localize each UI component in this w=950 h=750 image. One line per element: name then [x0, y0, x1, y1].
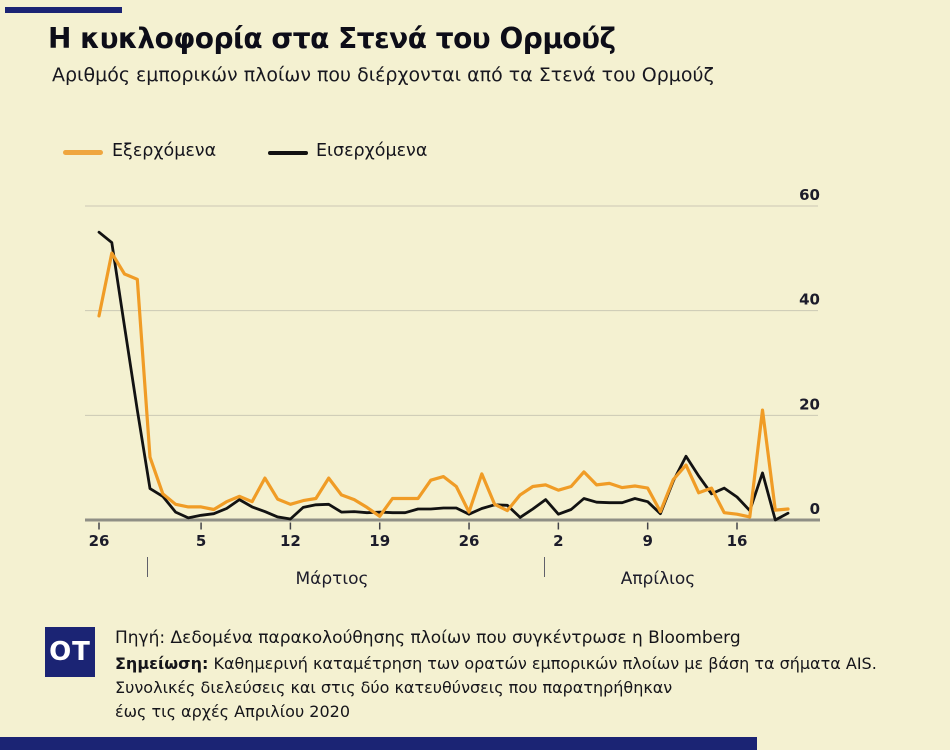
month-label-march: Μάρτιος — [295, 569, 368, 589]
footer-accent-bar — [0, 737, 757, 750]
brand-accent-bar — [5, 7, 122, 13]
x-tick-label: 5 — [196, 532, 206, 550]
ot-logo: OT — [45, 627, 95, 677]
x-tick-label: 26 — [459, 532, 480, 550]
x-tick-label: 2 — [553, 532, 563, 550]
legend-label-outgoing: Εξερχόμενα — [112, 141, 217, 161]
page-title: Η κυκλοφορία στα Στενά του Ορμούζ — [48, 22, 616, 55]
x-tick-label: 9 — [642, 532, 652, 550]
series-line-outgoing — [97, 251, 790, 519]
y-tick-label-0: 0 — [810, 500, 820, 518]
legend-swatch-incoming — [268, 151, 308, 155]
note-line-2: Συνολικές διελεύσεις και στις δύο κατευθ… — [115, 678, 673, 697]
source-line: Πηγή: Δεδομένα παρακολούθησης πλοίων που… — [115, 628, 741, 648]
x-tick-label: 26 — [89, 532, 110, 550]
note-text: Καθημερινή καταμέτρηση των ορατών εμπορι… — [208, 654, 877, 673]
y-tick-label-40: 40 — [799, 291, 820, 309]
x-tick-label: 19 — [369, 532, 390, 550]
y-tick-label-60: 60 — [799, 186, 820, 204]
note-line-1: Σημείωση: Καθημερινή καταμέτρηση των ορα… — [115, 654, 877, 673]
legend-swatch-outgoing — [63, 150, 103, 155]
note-line-3: έως τις αρχές Απριλίου 2020 — [115, 702, 350, 721]
y-tick-label-20: 20 — [799, 395, 820, 413]
month-label-april: Απρίλιος — [621, 569, 696, 589]
ot-logo-text: OT — [49, 637, 91, 667]
legend-label-incoming: Εισερχόμενα — [316, 141, 428, 161]
page-subtitle: Αριθμός εμπορικών πλοίων που διέρχονται … — [52, 64, 714, 86]
note-label: Σημείωση: — [115, 654, 209, 673]
x-tick-label: 16 — [727, 532, 748, 550]
x-tick-label: 12 — [280, 532, 301, 550]
